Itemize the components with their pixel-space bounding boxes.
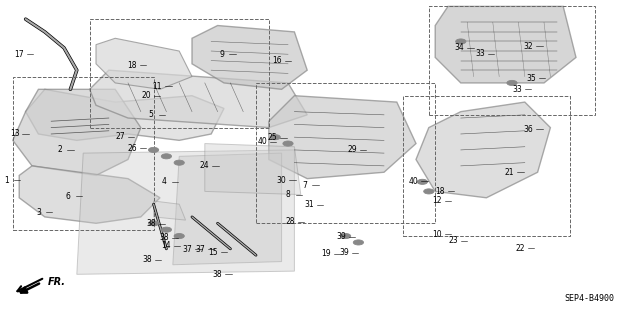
Text: 25: 25 bbox=[268, 133, 278, 142]
Circle shape bbox=[161, 154, 172, 159]
Text: 7: 7 bbox=[302, 181, 307, 189]
Text: 40: 40 bbox=[408, 177, 419, 186]
Text: 23: 23 bbox=[448, 236, 458, 245]
Text: 24: 24 bbox=[200, 161, 210, 170]
Text: 13: 13 bbox=[10, 130, 20, 138]
Text: 32: 32 bbox=[524, 42, 534, 51]
Text: 37: 37 bbox=[195, 245, 205, 254]
Text: 35: 35 bbox=[526, 74, 536, 83]
Text: 19: 19 bbox=[321, 249, 332, 258]
Circle shape bbox=[161, 227, 172, 232]
Text: 40: 40 bbox=[257, 137, 268, 146]
Text: 36: 36 bbox=[524, 125, 534, 134]
Text: 11: 11 bbox=[153, 82, 162, 91]
Text: 1: 1 bbox=[4, 176, 9, 185]
Text: 27: 27 bbox=[115, 132, 125, 141]
Polygon shape bbox=[173, 153, 282, 265]
Text: 39: 39 bbox=[336, 232, 346, 241]
Bar bbox=[256, 83, 435, 223]
Text: 38: 38 bbox=[146, 219, 156, 228]
Bar bbox=[429, 6, 595, 115]
Text: 16: 16 bbox=[272, 56, 282, 65]
Polygon shape bbox=[154, 201, 186, 220]
Text: 20: 20 bbox=[141, 91, 151, 100]
Text: 28: 28 bbox=[285, 217, 294, 226]
Bar bbox=[90, 19, 269, 128]
Text: 30: 30 bbox=[276, 176, 287, 185]
Text: 4: 4 bbox=[161, 177, 166, 186]
Text: 2: 2 bbox=[57, 145, 62, 154]
Polygon shape bbox=[90, 70, 307, 128]
Text: 18: 18 bbox=[436, 187, 445, 196]
Circle shape bbox=[270, 135, 280, 140]
Text: 26: 26 bbox=[127, 144, 137, 153]
Text: 5: 5 bbox=[148, 110, 154, 119]
Text: 31: 31 bbox=[304, 200, 314, 209]
Polygon shape bbox=[96, 38, 192, 89]
Text: 33: 33 bbox=[475, 49, 485, 58]
Text: 29: 29 bbox=[347, 145, 357, 154]
Text: 6: 6 bbox=[65, 192, 70, 201]
Text: 22: 22 bbox=[516, 244, 525, 253]
Circle shape bbox=[148, 147, 159, 152]
Polygon shape bbox=[435, 6, 576, 83]
Circle shape bbox=[148, 221, 159, 226]
Text: 38: 38 bbox=[142, 256, 152, 264]
Polygon shape bbox=[269, 96, 416, 179]
Text: 12: 12 bbox=[433, 197, 442, 205]
Polygon shape bbox=[19, 166, 160, 223]
Text: FR.: FR. bbox=[48, 277, 66, 287]
Circle shape bbox=[174, 160, 184, 165]
Circle shape bbox=[353, 240, 364, 245]
Circle shape bbox=[417, 179, 428, 184]
Bar bbox=[13, 77, 154, 230]
Text: 37: 37 bbox=[182, 245, 193, 254]
Text: 38: 38 bbox=[212, 270, 223, 279]
Polygon shape bbox=[26, 89, 224, 140]
Polygon shape bbox=[77, 150, 294, 274]
Circle shape bbox=[424, 189, 434, 194]
Text: 14: 14 bbox=[161, 241, 172, 250]
Circle shape bbox=[456, 39, 466, 44]
Circle shape bbox=[283, 141, 293, 146]
Polygon shape bbox=[416, 102, 550, 198]
Circle shape bbox=[340, 234, 351, 239]
Text: 10: 10 bbox=[432, 230, 442, 239]
Text: 38: 38 bbox=[159, 233, 169, 242]
Circle shape bbox=[507, 80, 517, 85]
Text: 33: 33 bbox=[512, 85, 522, 94]
Polygon shape bbox=[13, 89, 141, 175]
Text: 21: 21 bbox=[505, 168, 514, 177]
Text: 39: 39 bbox=[339, 248, 349, 257]
Polygon shape bbox=[205, 144, 301, 195]
Text: 9: 9 bbox=[219, 50, 224, 59]
Text: 17: 17 bbox=[14, 50, 24, 59]
Text: 15: 15 bbox=[208, 248, 218, 256]
Text: 8: 8 bbox=[285, 190, 291, 199]
Polygon shape bbox=[192, 26, 307, 89]
Text: 34: 34 bbox=[454, 43, 465, 52]
Text: 3: 3 bbox=[36, 208, 41, 217]
Text: SEP4-B4900: SEP4-B4900 bbox=[564, 294, 614, 303]
Circle shape bbox=[174, 234, 184, 239]
Text: 18: 18 bbox=[127, 61, 136, 70]
Bar bbox=[403, 96, 570, 236]
